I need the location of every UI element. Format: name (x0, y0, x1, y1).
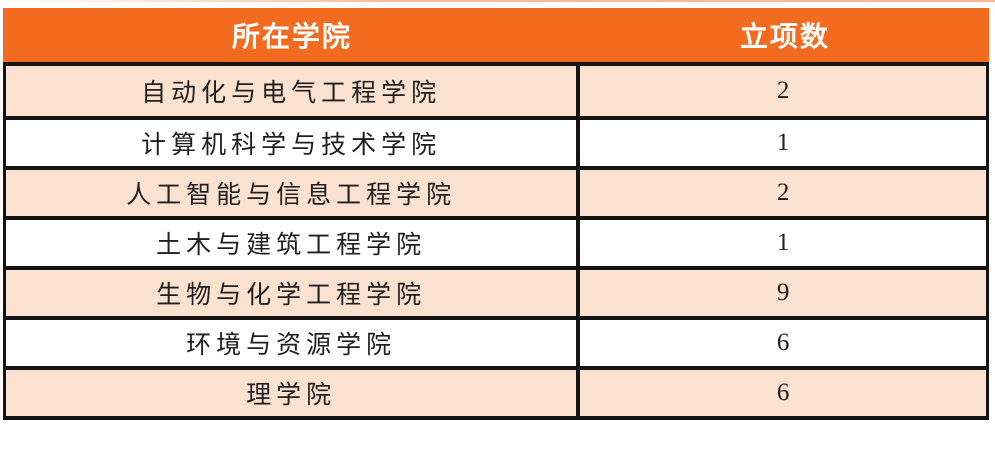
cell-count: 1 (776, 229, 790, 256)
cell-college: 自动化与电气工程学院 (6, 66, 581, 116)
cell-count: 1 (776, 129, 790, 156)
table-header-row: 所在学院 立项数 (3, 8, 989, 62)
college-projects-table: 所在学院 立项数 自动化与电气工程学院 2 计算机科学与技术学院 1 人工智能与… (3, 8, 989, 420)
cell-college: 理学院 (6, 370, 581, 416)
table-row: 计算机科学与技术学院 1 (6, 116, 986, 166)
table-body: 自动化与电气工程学院 2 计算机科学与技术学院 1 人工智能与信息工程学院 2 … (3, 62, 989, 420)
table-row: 理学院 6 (6, 366, 986, 416)
table-row: 土木与建筑工程学院 1 (6, 216, 986, 266)
header-cell-count: 立项数 (739, 21, 830, 52)
cell-college: 土木与建筑工程学院 (6, 220, 581, 266)
cell-count: 6 (776, 379, 790, 406)
cell-count: 2 (776, 179, 790, 206)
top-edge-artifact-line (0, 0, 995, 2)
table-row: 环境与资源学院 6 (6, 316, 986, 366)
cell-college: 人工智能与信息工程学院 (6, 170, 581, 216)
table-row: 自动化与电气工程学院 2 (6, 66, 986, 116)
cell-count: 2 (776, 77, 790, 104)
table-row: 生物与化学工程学院 9 (6, 266, 986, 316)
header-cell-college: 所在学院 (231, 21, 352, 52)
table-row: 人工智能与信息工程学院 2 (6, 166, 986, 216)
cell-college: 环境与资源学院 (6, 320, 581, 366)
cell-college: 计算机科学与技术学院 (6, 120, 581, 166)
cell-college: 生物与化学工程学院 (6, 270, 581, 316)
cell-count: 9 (776, 279, 790, 306)
cell-count: 6 (776, 329, 790, 356)
